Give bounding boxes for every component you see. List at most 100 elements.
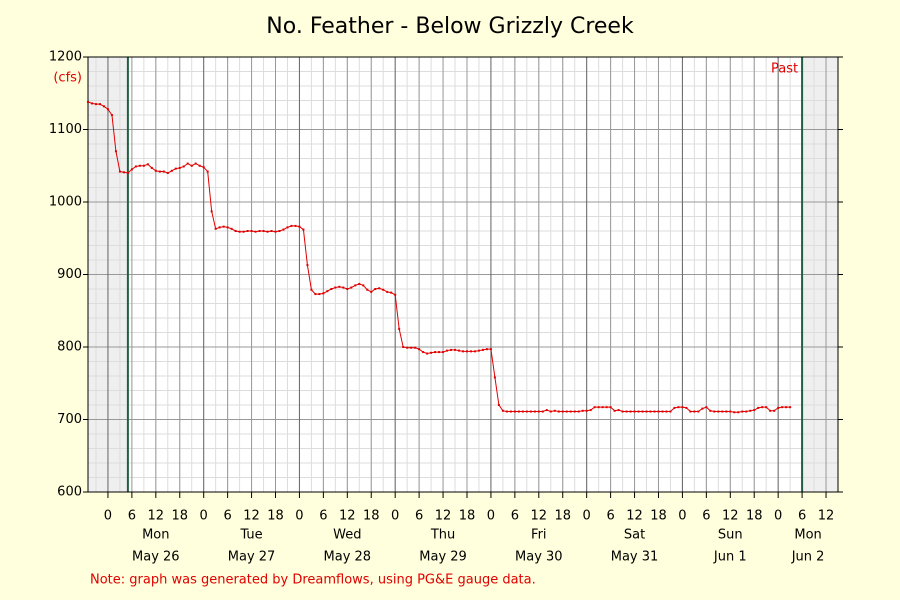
y-tick-label: 900 xyxy=(57,267,82,282)
x-tick-label: 6 xyxy=(511,509,519,524)
x-tick-label: 0 xyxy=(295,509,303,524)
x-tick-label: 12 xyxy=(722,509,739,524)
flow-point xyxy=(318,293,321,296)
flow-point xyxy=(106,108,109,111)
flow-point xyxy=(206,170,209,173)
flow-point xyxy=(733,411,736,414)
flow-point xyxy=(118,170,121,173)
flow-point xyxy=(769,409,772,412)
flow-point xyxy=(286,226,289,229)
flow-point xyxy=(521,410,524,413)
flow-point xyxy=(338,285,341,288)
flow-point xyxy=(202,166,205,169)
x-tick-label: 6 xyxy=(319,509,327,524)
flow-point xyxy=(753,409,756,412)
flow-point xyxy=(481,348,484,351)
flow-point xyxy=(122,171,125,174)
flow-point xyxy=(358,282,361,285)
flow-point xyxy=(166,172,169,174)
flow-point xyxy=(354,284,357,287)
x-tick-label: 6 xyxy=(798,509,806,524)
flow-point xyxy=(541,410,544,413)
flow-point xyxy=(422,351,425,354)
flow-point xyxy=(741,410,744,413)
flow-point xyxy=(721,410,724,413)
x-tick-label: 18 xyxy=(267,509,284,524)
x-tick-label: 18 xyxy=(554,509,571,524)
flow-point xyxy=(633,410,636,413)
flow-point xyxy=(785,406,788,409)
flow-point xyxy=(517,410,520,413)
x-tick-label: 0 xyxy=(583,509,591,524)
plot-frame xyxy=(87,56,839,493)
flow-point xyxy=(306,264,309,267)
flow-point xyxy=(378,287,381,290)
flow-point xyxy=(278,230,281,232)
flow-point xyxy=(178,166,181,169)
flow-point xyxy=(262,230,265,232)
flow-point xyxy=(430,351,433,354)
flow-point xyxy=(509,410,512,413)
flow-point xyxy=(637,410,640,413)
flow-point xyxy=(334,286,337,289)
flow-point xyxy=(274,230,277,233)
flow-point xyxy=(577,410,580,413)
flow-point xyxy=(226,226,229,229)
flow-point xyxy=(645,410,648,413)
x-tick-label: 18 xyxy=(459,509,476,524)
flow-point xyxy=(745,410,748,413)
flow-point xyxy=(665,410,668,413)
flow-point xyxy=(549,410,552,413)
flow-point xyxy=(458,349,461,352)
x-tick-label: 6 xyxy=(415,509,423,524)
flow-point xyxy=(394,293,397,296)
flow-point xyxy=(485,348,488,351)
flow-point xyxy=(605,406,608,409)
flow-point xyxy=(366,288,369,291)
x-tick-label: 12 xyxy=(243,509,260,524)
flow-point xyxy=(222,225,225,228)
flow-point xyxy=(705,406,708,409)
flow-point xyxy=(134,165,137,168)
flow-point xyxy=(102,105,105,108)
day-name: Tue xyxy=(239,528,262,543)
x-tick-label: 12 xyxy=(148,509,165,524)
flow-point xyxy=(290,224,293,227)
day-date: May 27 xyxy=(228,550,276,565)
day-name: Sat xyxy=(624,528,645,543)
x-tick-label: 18 xyxy=(746,509,763,524)
flow-point xyxy=(370,290,373,293)
x-tick-label: 6 xyxy=(128,509,136,524)
flow-point xyxy=(182,165,185,168)
day-date: May 31 xyxy=(611,550,659,565)
flow-point xyxy=(689,410,692,413)
flow-point xyxy=(130,168,133,171)
flow-point xyxy=(697,410,700,413)
y-tick-label: 1200 xyxy=(49,50,82,65)
x-tick-label: 0 xyxy=(104,509,112,524)
day-date: May 26 xyxy=(132,550,180,565)
flow-point xyxy=(469,350,472,353)
flow-point xyxy=(346,288,349,290)
flow-point xyxy=(154,169,157,172)
flow-point xyxy=(158,170,161,173)
flow-point xyxy=(326,290,329,293)
flow-point xyxy=(442,351,445,354)
day-date: Jun 2 xyxy=(791,550,825,565)
flow-point xyxy=(501,409,504,412)
flow-point xyxy=(406,346,409,349)
flow-point xyxy=(382,288,385,291)
flow-point xyxy=(322,292,325,295)
flow-point xyxy=(282,228,285,231)
flow-point xyxy=(629,410,632,413)
x-tick-label: 0 xyxy=(391,509,399,524)
flow-point xyxy=(649,410,652,413)
flow-point xyxy=(362,284,365,287)
x-tick-label: 0 xyxy=(678,509,686,524)
flow-point xyxy=(677,406,680,409)
flow-point xyxy=(537,410,540,413)
y-tick-label: 1100 xyxy=(49,122,82,137)
flow-point xyxy=(657,410,660,413)
flow-point xyxy=(314,293,317,296)
flow-point xyxy=(737,411,740,414)
